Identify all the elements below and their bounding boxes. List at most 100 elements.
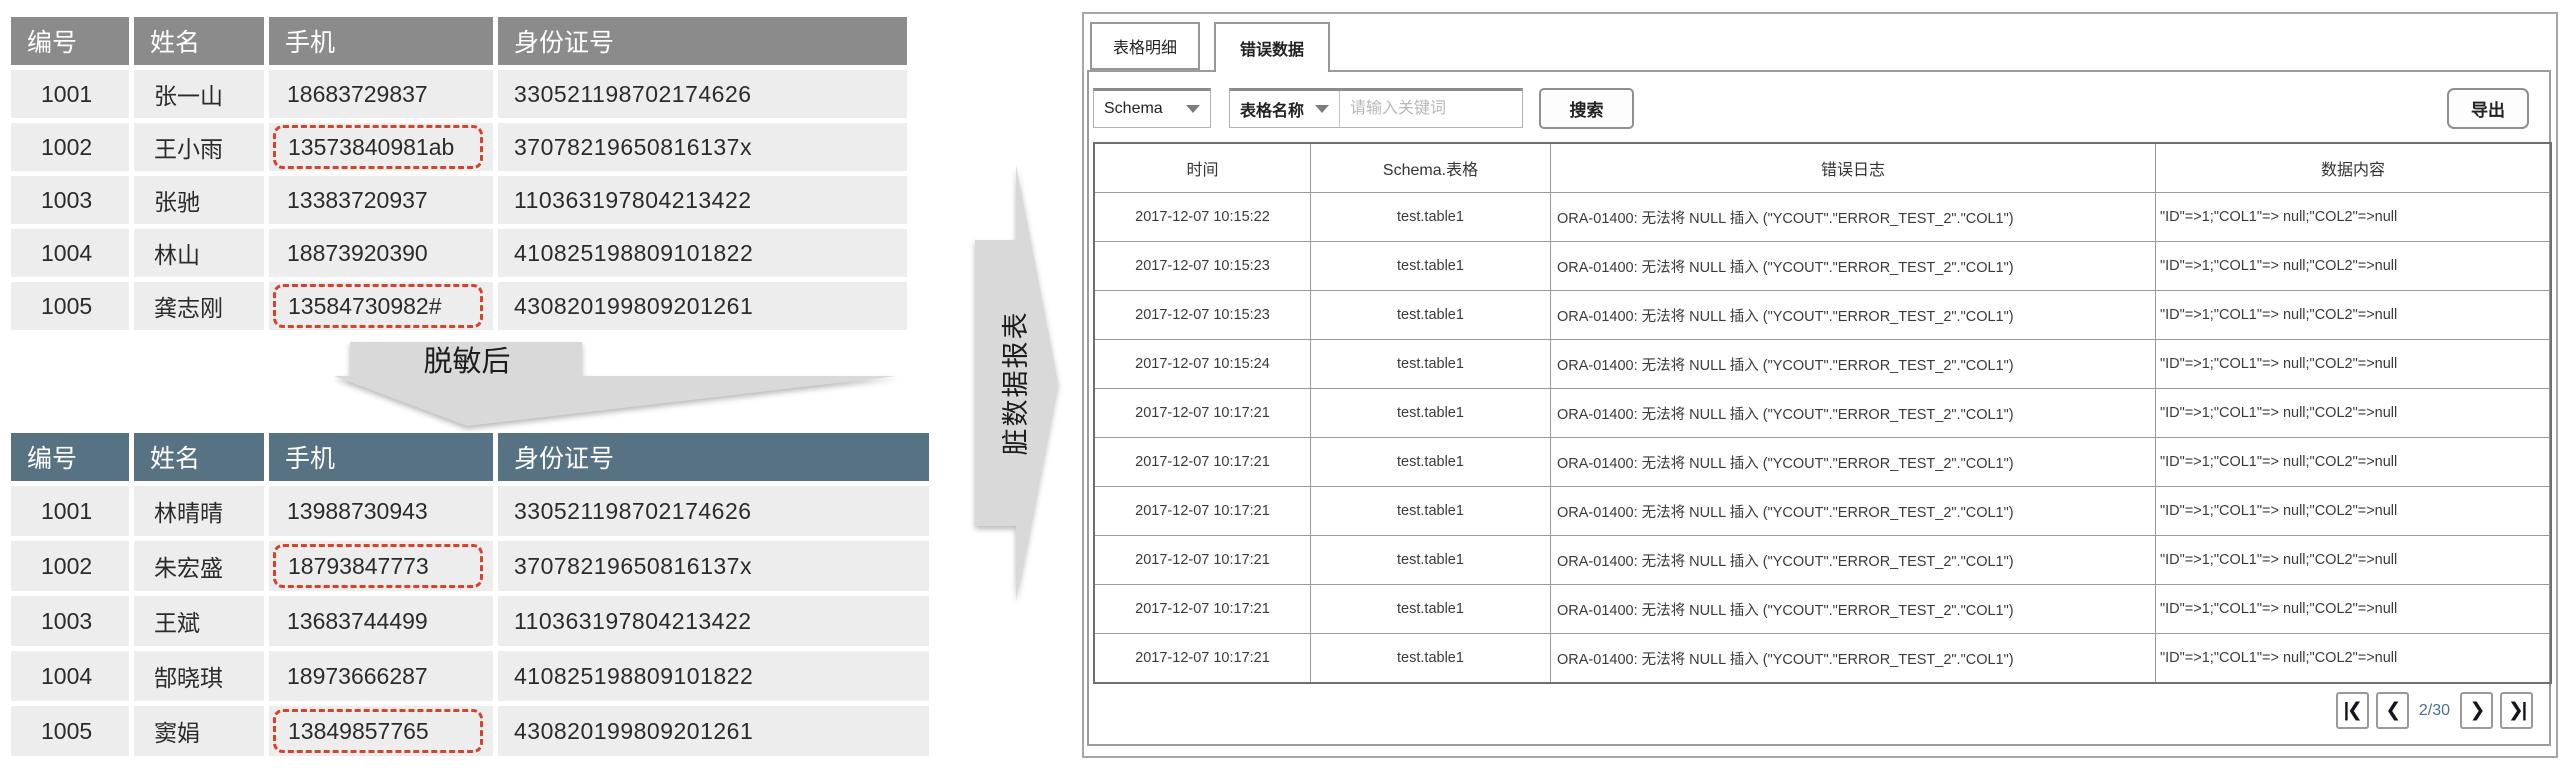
dirty-value-highlight: 13584730982#	[273, 284, 483, 328]
cell-data-content: "ID"=>1;"COL1"=> null;"COL2"=>null	[2155, 437, 2552, 487]
column-header: 身份证号	[498, 17, 907, 65]
cell-idcard: 430820199809201261	[498, 282, 907, 330]
cell-id: 1002	[11, 123, 129, 171]
cell-time: 2017-12-07 10:17:21	[1093, 388, 1311, 438]
dirty-data-report-label: 脏数据报表	[1000, 310, 1031, 456]
table-row: 1001 张一山 18683729837 330521198702174626	[11, 70, 907, 118]
pagination: |❮ ❮ 2/30 ❯ ❯|	[2335, 692, 2533, 729]
column-header: 身份证号	[498, 433, 929, 481]
cell-idcard: 330521198702174626	[498, 70, 907, 118]
cell-time: 2017-12-07 10:17:21	[1093, 486, 1311, 536]
cell-data-content: "ID"=>1;"COL1"=> null;"COL2"=>null	[2155, 584, 2552, 634]
cell-id: 1003	[11, 176, 129, 224]
dirty-value-highlight: 18793847773	[273, 544, 483, 588]
cell-time: 2017-12-07 10:17:21	[1093, 535, 1311, 585]
cell-id: 1002	[11, 541, 129, 591]
right-arrow-icon	[975, 165, 1058, 601]
cell-id: 1004	[11, 229, 129, 277]
cell-error-log: ORA-01400: 无法将 NULL 插入 ("YCOUT"."ERROR_T…	[1550, 339, 2156, 389]
cell-time: 2017-12-07 10:15:23	[1093, 290, 1311, 340]
cell-id: 1001	[11, 486, 129, 536]
table-row: 2017-12-07 10:15:23 test.table1 ORA-01400:…	[1093, 241, 2552, 291]
cell-phone: 13849857765	[269, 706, 493, 756]
page-indicator: 2/30	[2418, 701, 2450, 719]
column-header: 时间	[1093, 142, 1311, 193]
cell-error-log: ORA-01400: 无法将 NULL 插入 ("YCOUT"."ERROR_T…	[1550, 486, 2156, 536]
cell-idcard: 330521198702174626	[498, 486, 929, 536]
last-page-button[interactable]: ❯|	[2500, 692, 2533, 729]
table-row: 2017-12-07 10:17:21 test.table1 ORA-01400:…	[1093, 584, 2552, 634]
schema-select[interactable]: Schema	[1093, 88, 1211, 128]
cell-data-content: "ID"=>1;"COL1"=> null;"COL2"=>null	[2155, 339, 2552, 389]
column-header: 编号	[11, 433, 129, 481]
column-header: 姓名	[134, 433, 264, 481]
column-header: 手机	[269, 17, 493, 65]
export-button[interactable]: 导出	[2447, 88, 2529, 129]
table-name-select[interactable]: 表格名称	[1230, 91, 1340, 127]
schema-select-value: Schema	[1104, 100, 1163, 117]
cell-time: 2017-12-07 10:17:21	[1093, 437, 1311, 487]
tab-table-detail[interactable]: 表格明细	[1090, 22, 1200, 70]
cell-name: 林晴晴	[134, 486, 264, 536]
tab-error-data[interactable]: 错误数据	[1214, 22, 1330, 72]
prev-page-button[interactable]: ❮	[2375, 692, 2409, 729]
table-row: 1002 朱宏盛 18793847773 37078219650816137x	[11, 541, 929, 591]
cell-schema-table: test.table1	[1310, 584, 1551, 634]
cell-schema-table: test.table1	[1310, 339, 1551, 389]
masked-header-row: 编号 姓名 手机 身份证号	[11, 433, 929, 481]
mask-step-label: 脱敏后	[423, 346, 511, 378]
down-arrow-icon	[334, 342, 897, 426]
cell-id: 1001	[11, 70, 129, 118]
keyword-input[interactable]	[1340, 91, 1522, 127]
cell-name: 窦娟	[134, 706, 264, 756]
cell-name: 郜晓琪	[134, 651, 264, 701]
first-page-button[interactable]: |❮	[2335, 692, 2369, 729]
table-row: 1002 王小雨 13573840981ab 37078219650816137x	[11, 123, 907, 171]
cell-id: 1005	[11, 282, 129, 330]
dirty-value-highlight: 13849857765	[273, 709, 483, 753]
cell-data-content: "ID"=>1;"COL1"=> null;"COL2"=>null	[2155, 388, 2552, 438]
cell-name: 朱宏盛	[134, 541, 264, 591]
cell-error-log: ORA-01400: 无法将 NULL 插入 ("YCOUT"."ERROR_T…	[1550, 633, 2156, 684]
cell-idcard: 110363197804213422	[498, 176, 907, 224]
table-name-filter: 表格名称	[1229, 88, 1523, 128]
cell-idcard: 37078219650816137x	[498, 541, 929, 591]
cell-time: 2017-12-07 10:17:21	[1093, 633, 1311, 684]
cell-name: 林山	[134, 229, 264, 277]
cell-idcard: 430820199809201261	[498, 706, 929, 756]
source-header-row: 编号 姓名 手机 身份证号	[11, 17, 907, 65]
table-row: 2017-12-07 10:17:21 test.table1 ORA-01400:…	[1093, 437, 2552, 487]
next-page-button[interactable]: ❯	[2460, 692, 2493, 729]
cell-phone: 13584730982#	[269, 282, 493, 330]
chevron-down-icon	[1186, 105, 1200, 113]
cell-schema-table: test.table1	[1310, 486, 1551, 536]
cell-time: 2017-12-07 10:15:23	[1093, 241, 1311, 291]
column-header: 编号	[11, 17, 129, 65]
cell-data-content: "ID"=>1;"COL1"=> null;"COL2"=>null	[2155, 486, 2552, 536]
cell-schema-table: test.table1	[1310, 192, 1551, 242]
cell-name: 王小雨	[134, 123, 264, 171]
cell-phone: 13573840981ab	[269, 123, 493, 171]
dirty-value-highlight: 13573840981ab	[273, 125, 483, 169]
column-header: 姓名	[134, 17, 264, 65]
table-row: 2017-12-07 10:17:21 test.table1 ORA-01400:…	[1093, 633, 2552, 684]
table-row: 1003 张驰 13383720937 110363197804213422	[11, 176, 907, 224]
column-header: 数据内容	[2155, 142, 2552, 193]
table-row: 1001 林晴晴 13988730943 330521198702174626	[11, 486, 929, 536]
masked-table: 编号 姓名 手机 身份证号 1001 林晴晴 13988730943 33052119870…	[6, 428, 934, 761]
table-row: 1003 王斌 13683744499 110363197804213422	[11, 596, 929, 646]
search-button[interactable]: 搜索	[1539, 88, 1634, 129]
cell-error-log: ORA-01400: 无法将 NULL 插入 ("YCOUT"."ERROR_T…	[1550, 290, 2156, 340]
cell-schema-table: test.table1	[1310, 388, 1551, 438]
table-row: 2017-12-07 10:15:22 test.table1 ORA-01400:…	[1093, 192, 2552, 242]
cell-schema-table: test.table1	[1310, 535, 1551, 585]
column-header: 手机	[269, 433, 493, 481]
cell-time: 2017-12-07 10:15:24	[1093, 339, 1311, 389]
table-row: 2017-12-07 10:15:23 test.table1 ORA-01400:…	[1093, 290, 2552, 340]
column-header: Schema.表格	[1310, 142, 1551, 193]
cell-phone: 13988730943	[269, 486, 493, 536]
cell-data-content: "ID"=>1;"COL1"=> null;"COL2"=>null	[2155, 290, 2552, 340]
cell-name: 王斌	[134, 596, 264, 646]
